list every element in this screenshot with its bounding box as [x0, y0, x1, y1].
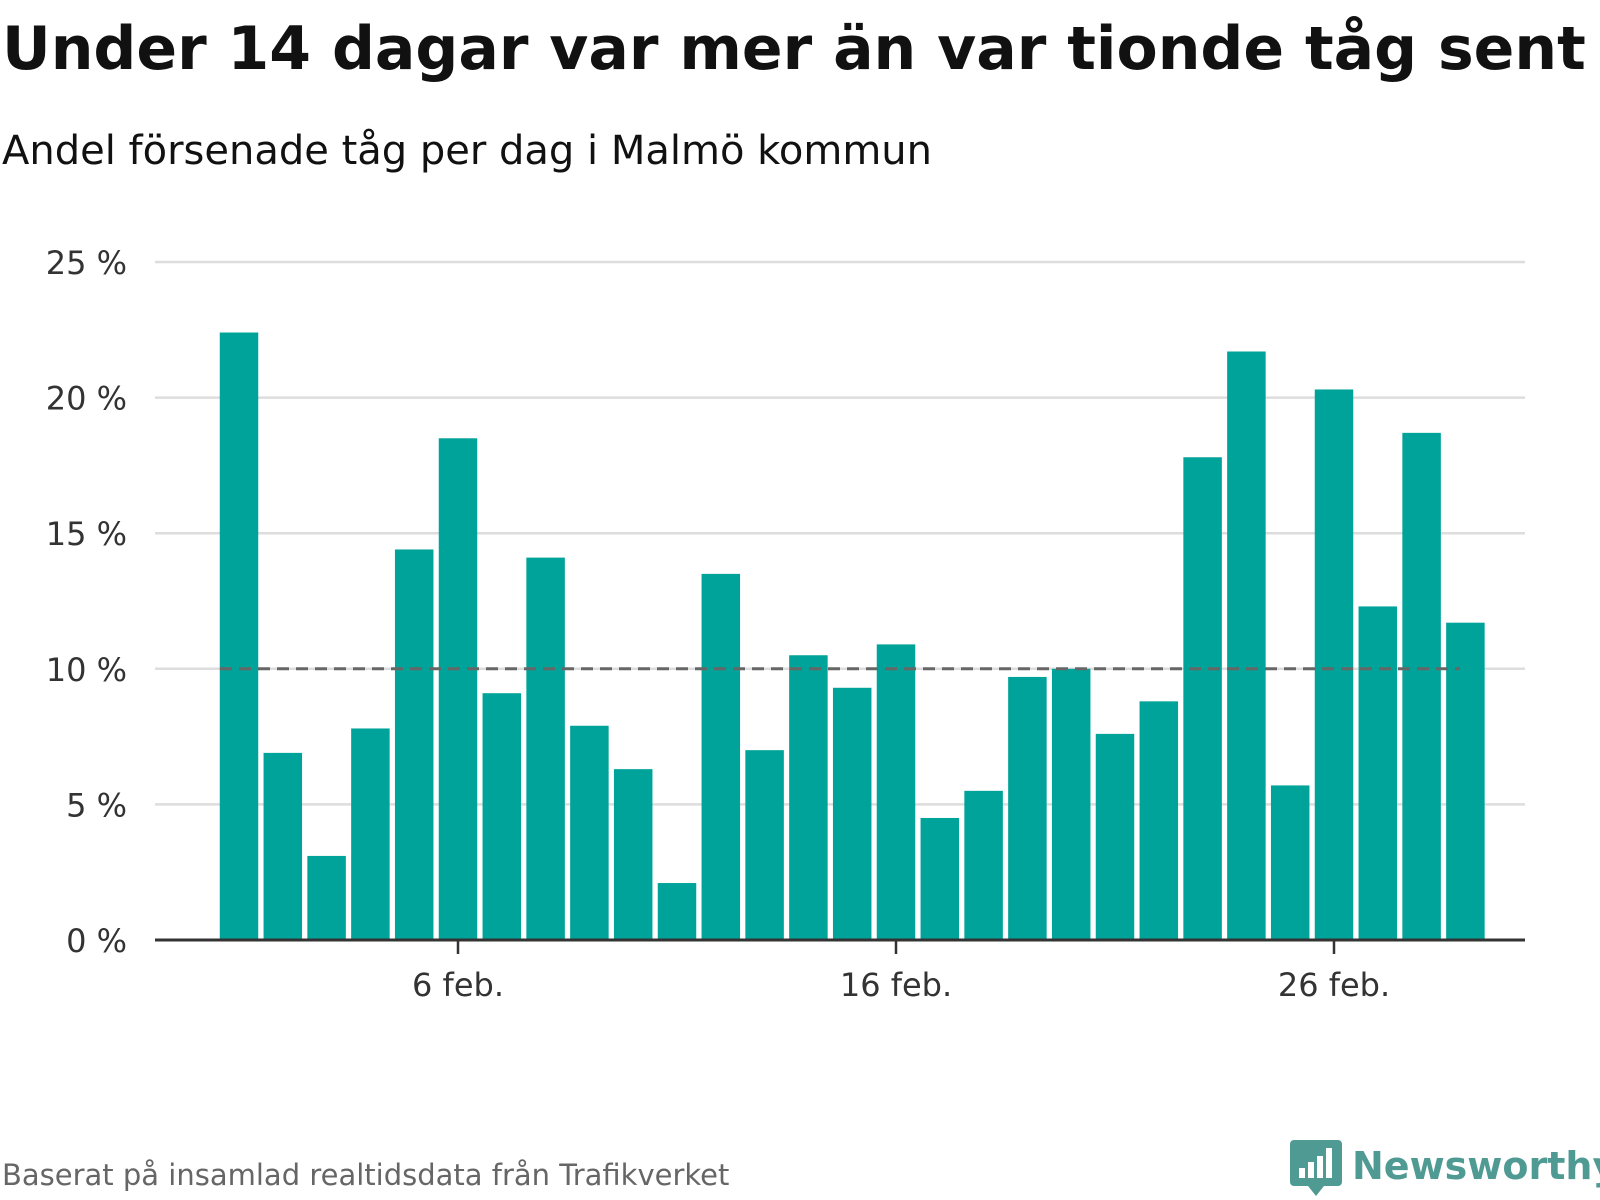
bar-day-19	[1008, 676, 1047, 940]
y-tick-label: 10 %	[46, 651, 127, 689]
bar-chart: 0 % 5 % 10 % 15 % 20 % 25 % 6 feb. 16 feb. 26 f…	[46, 244, 1525, 1004]
bar-day-11	[657, 883, 697, 940]
x-tick-label: 16 feb.	[840, 966, 952, 1004]
y-axis-labels: 0 % 5 % 10 % 15 % 20 % 25 %	[46, 244, 127, 960]
bar-day-14	[789, 655, 828, 940]
bars	[219, 332, 1485, 941]
bar-day-18	[964, 790, 1003, 940]
y-tick-label: 5 %	[66, 786, 127, 824]
y-tick-label: 25 %	[46, 244, 127, 282]
bar-day-7	[482, 693, 522, 940]
bar-day-28	[1402, 432, 1441, 940]
bar-day-8	[526, 557, 565, 940]
bar-day-9	[570, 725, 609, 940]
bar-day-3	[307, 855, 346, 940]
bar-chart-bubble-icon	[1290, 1140, 1342, 1196]
brand-name: Newsworthy	[1352, 1144, 1600, 1188]
chart-subtitle: Andel försenade tåg per dag i Malmö komm…	[2, 128, 932, 174]
bar-day-12	[701, 573, 741, 940]
newsworthy-logo[interactable]: Newsworthy	[1290, 1140, 1600, 1200]
x-axis	[155, 938, 1525, 954]
bar-day-6	[438, 438, 478, 940]
y-tick-label: 20 %	[46, 380, 127, 418]
bar-day-1	[219, 332, 259, 941]
bar-day-20	[1051, 668, 1091, 940]
y-tick-label: 15 %	[46, 515, 127, 553]
bar-day-4	[351, 728, 390, 940]
bar-day-2	[263, 752, 303, 940]
bar-day-10	[613, 769, 653, 940]
x-tick-label: 26 feb.	[1278, 966, 1390, 1004]
bar-day-27	[1358, 606, 1398, 940]
bar-day-26	[1314, 389, 1354, 940]
y-tick-label: 0 %	[66, 922, 127, 960]
bar-day-5	[394, 549, 434, 940]
bar-day-25	[1270, 785, 1310, 940]
bar-day-15	[832, 687, 872, 940]
chart-title: Under 14 dagar var mer än var tionde tåg…	[2, 14, 1586, 84]
source-note: Baserat på insamlad realtidsdata från Tr…	[2, 1158, 730, 1192]
bar-day-13	[745, 750, 784, 940]
bar-day-17	[920, 817, 960, 940]
bar-day-24	[1227, 351, 1266, 941]
x-tick-label: 6 feb.	[412, 966, 504, 1004]
bar-day-23	[1183, 457, 1222, 940]
bar-day-21	[1095, 733, 1135, 940]
bar-day-22	[1139, 701, 1179, 940]
x-axis-labels: 6 feb. 16 feb. 26 feb.	[412, 966, 1390, 1004]
bar-day-29	[1446, 622, 1485, 940]
bar-day-16	[876, 644, 916, 940]
